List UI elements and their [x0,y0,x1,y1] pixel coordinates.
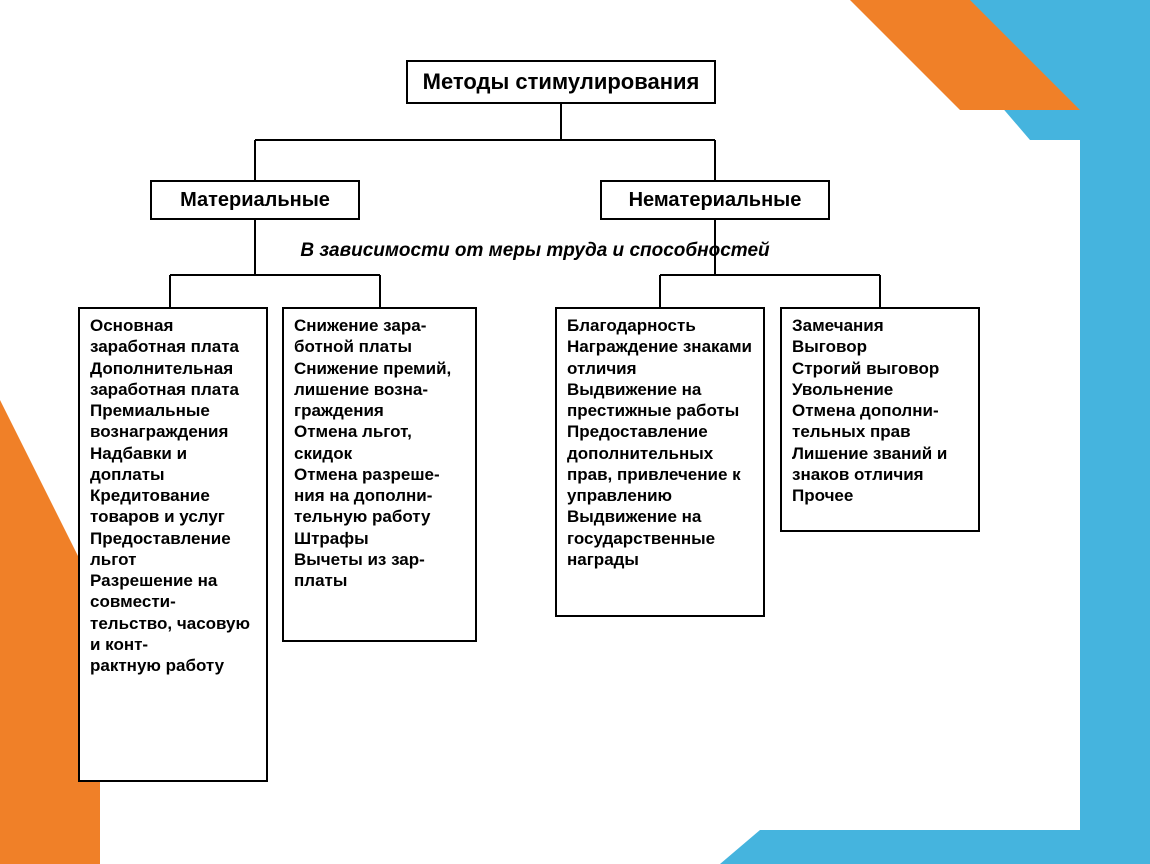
subtitle-text: В зависимости от меры труда и способност… [300,240,769,261]
leaf-material-positive: Основная заработная плата Дополнительная… [78,307,268,782]
category-nonmaterial: Нематериальные [600,180,830,220]
decor-right-strip [1080,120,1150,864]
category-material: Материальные [150,180,360,220]
root-label: Методы стимулирования [423,68,700,96]
root-node: Методы стимулирования [406,60,716,104]
leaf-material-negative: Снижение зара- ботной платы Снижение пре… [282,307,477,642]
category-nonmaterial-label: Нематериальные [629,188,802,213]
leaf-nonmaterial-positive: Благодарность Награждение знаками отличи… [555,307,765,617]
leaf-nonmaterial-negative: Замечания Выговор Строгий выговор Увольн… [780,307,980,532]
decor-bottom-blue [0,830,1150,864]
category-material-label: Материальные [180,188,330,213]
diagram-stage: Методы стимулирования Материальные Немат… [0,0,1150,864]
subtitle: В зависимости от меры труда и способност… [225,240,845,262]
